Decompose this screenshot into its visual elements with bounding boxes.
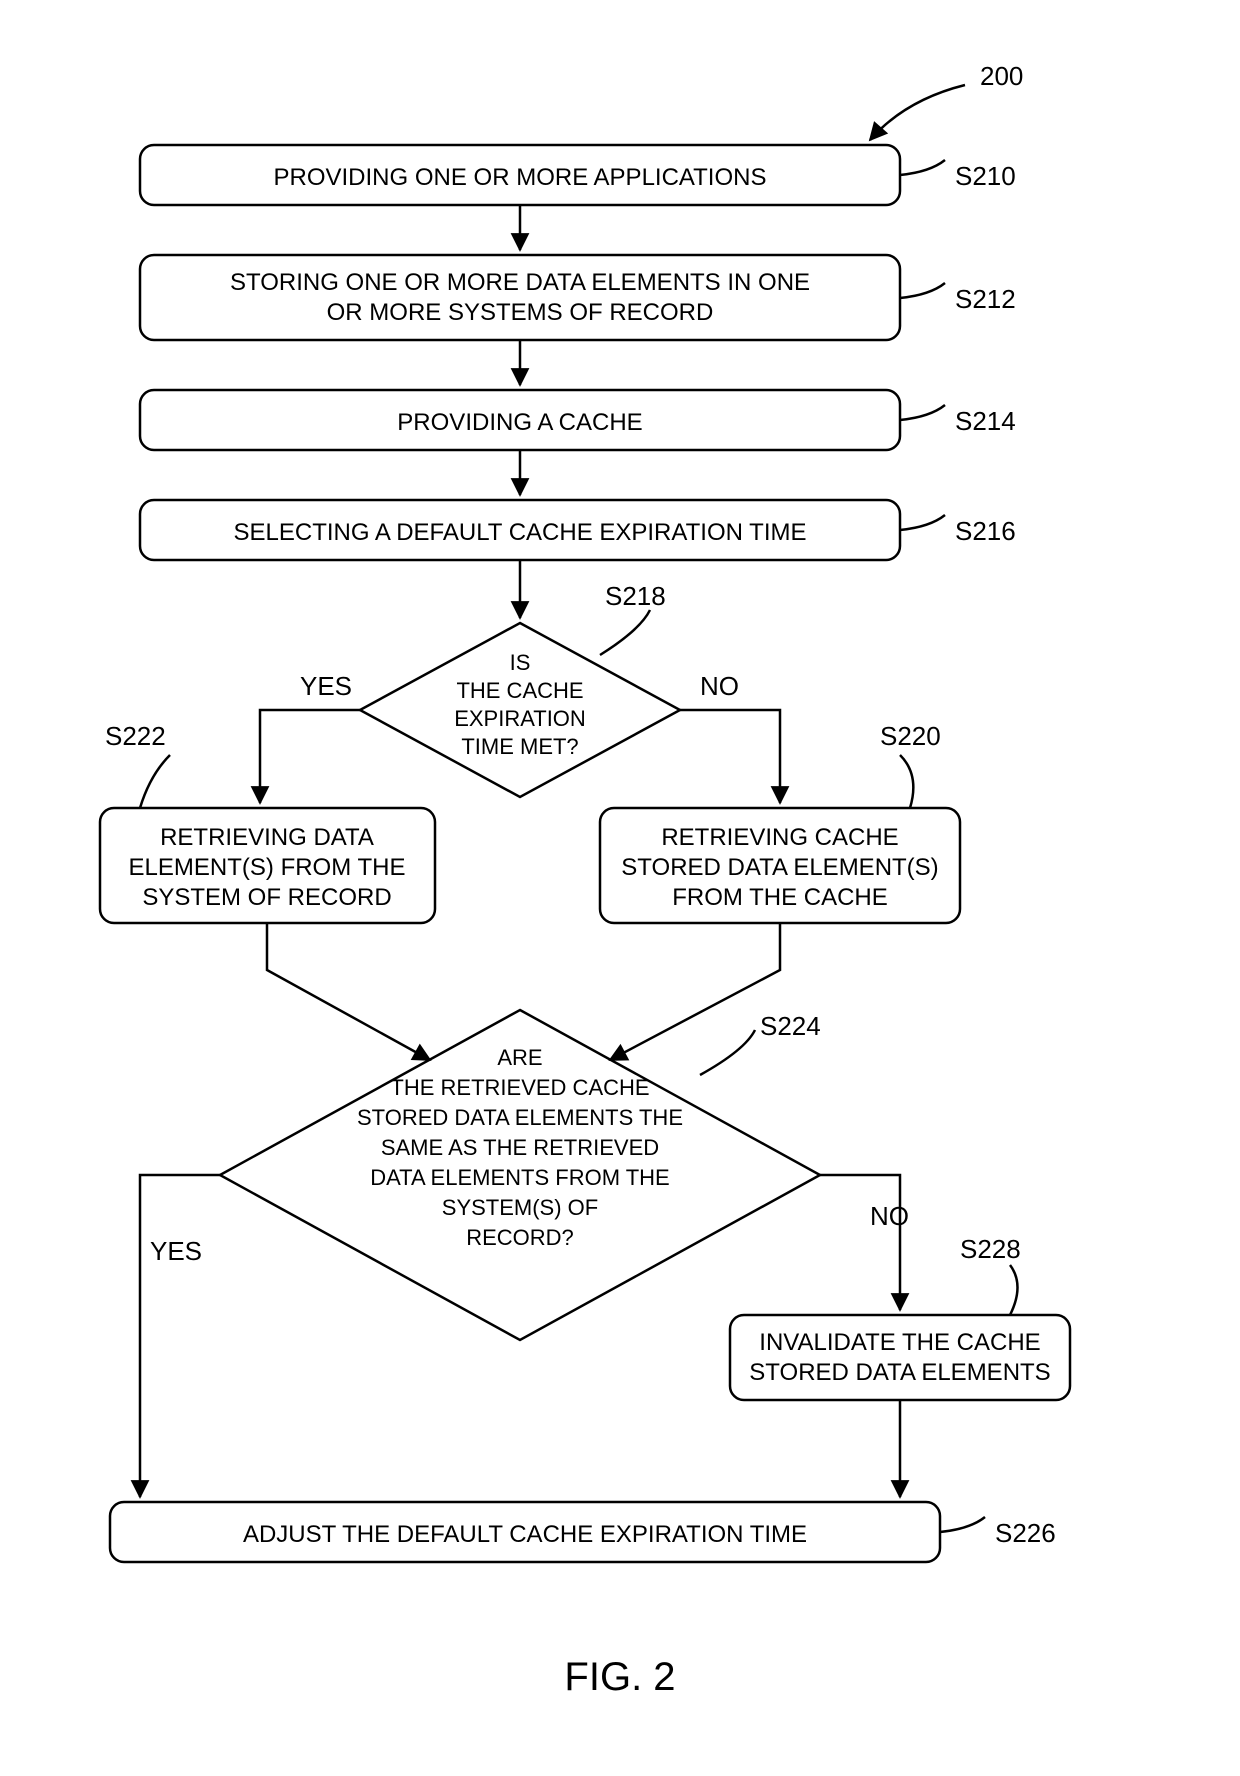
label-s228: S228	[960, 1234, 1021, 1264]
label-s224: S224	[760, 1011, 821, 1041]
no-s218: NO	[700, 671, 739, 701]
leader-s214	[900, 405, 945, 420]
leader-s210	[900, 160, 945, 175]
node-s218-t1: IS	[510, 650, 531, 675]
label-s210: S210	[955, 161, 1016, 191]
leader-s224	[700, 1030, 755, 1075]
node-s222-t1: RETRIEVING DATA	[160, 824, 374, 851]
node-s220-t1: RETRIEVING CACHE	[661, 824, 898, 851]
leader-s222	[140, 755, 170, 808]
node-s228-t1: INVALIDATE THE CACHE	[759, 1329, 1040, 1356]
yes-s224: YES	[150, 1236, 202, 1266]
ref-arrow	[870, 85, 965, 140]
leader-s220	[900, 755, 913, 808]
arrow-s218-yes	[260, 710, 360, 803]
node-s212	[140, 255, 900, 340]
node-s222-t3: SYSTEM OF RECORD	[142, 884, 391, 911]
label-s216: S216	[955, 516, 1016, 546]
yes-s218: YES	[300, 671, 352, 701]
label-s218: S218	[605, 581, 666, 611]
node-s222-t2: ELEMENT(S) FROM THE	[129, 854, 406, 881]
flowchart-svg: 200 PROVIDING ONE OR MORE APPLICATIONS S…	[0, 0, 1240, 1776]
label-s212: S212	[955, 284, 1016, 314]
node-s228	[730, 1315, 1070, 1400]
node-s216-text: SELECTING A DEFAULT CACHE EXPIRATION TIM…	[233, 519, 806, 546]
figure-label: FIG. 2	[564, 1655, 675, 1699]
leader-s218	[600, 610, 650, 655]
arrow-s224-yes	[140, 1175, 220, 1497]
node-s224-t4: SAME AS THE RETRIEVED	[381, 1135, 659, 1160]
node-s224-t5: DATA ELEMENTS FROM THE	[370, 1165, 669, 1190]
label-s214: S214	[955, 406, 1016, 436]
node-s224-t7: RECORD?	[466, 1225, 574, 1250]
label-s226: S226	[995, 1518, 1056, 1548]
node-s218-t2: THE CACHE	[456, 678, 583, 703]
no-s224: NO	[870, 1201, 909, 1231]
node-s224-t1: ARE	[497, 1045, 542, 1070]
arrow-s224-no	[820, 1175, 900, 1310]
node-s220-t2: STORED DATA ELEMENT(S)	[621, 854, 938, 881]
node-s224-t2: THE RETRIEVED CACHE	[390, 1075, 649, 1100]
node-s214-text: PROVIDING A CACHE	[397, 409, 642, 436]
arrow-s220-s224	[610, 923, 780, 1060]
node-s224-t3: STORED DATA ELEMENTS THE	[357, 1105, 683, 1130]
ref-200: 200	[980, 61, 1023, 91]
node-s210-text: PROVIDING ONE OR MORE APPLICATIONS	[274, 164, 767, 191]
node-s226-text: ADJUST THE DEFAULT CACHE EXPIRATION TIME	[243, 1521, 807, 1548]
node-s212-text2: OR MORE SYSTEMS OF RECORD	[327, 299, 714, 326]
label-s222: S222	[105, 721, 166, 751]
arrow-s222-s224	[267, 923, 430, 1060]
node-s212-text1: STORING ONE OR MORE DATA ELEMENTS IN ONE	[230, 269, 810, 296]
label-s220: S220	[880, 721, 941, 751]
leader-s228	[1010, 1265, 1018, 1315]
node-s220-t3: FROM THE CACHE	[672, 884, 888, 911]
node-s218-t3: EXPIRATION	[454, 706, 586, 731]
arrow-s218-no	[680, 710, 780, 803]
node-s224-t6: SYSTEM(S) OF	[442, 1195, 598, 1220]
leader-s226	[940, 1517, 985, 1532]
leader-s212	[900, 283, 945, 298]
node-s228-t2: STORED DATA ELEMENTS	[749, 1359, 1050, 1386]
leader-s216	[900, 515, 945, 530]
node-s218-t4: TIME MET?	[461, 734, 578, 759]
